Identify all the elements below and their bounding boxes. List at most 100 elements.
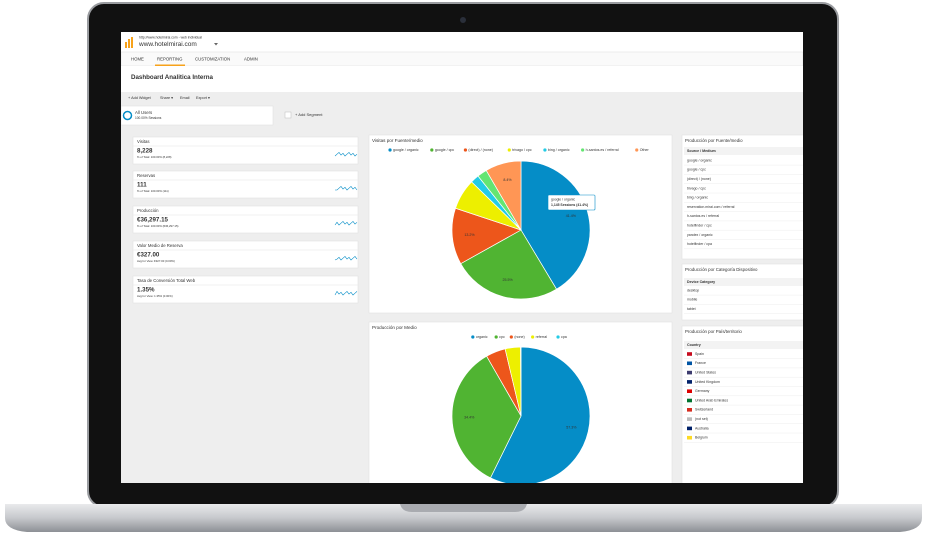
flag-icon [687, 352, 692, 356]
slice-label: 13.2% [464, 233, 475, 237]
segment-sub: 100.00% Sessions [135, 116, 162, 120]
dashboard-title: Dashboard Analitica Interna [131, 74, 214, 81]
legend-label: h-santos.es / referral [586, 148, 619, 152]
pie-slice [485, 160, 522, 232]
legend-label: trivago / cpc [512, 148, 532, 152]
table-cell: hotelfinder / cpa [687, 242, 712, 246]
flag-icon [687, 417, 692, 421]
pie-slice [451, 207, 522, 265]
table-cell: mobile [687, 298, 697, 302]
metric-value: 8,228 [137, 148, 153, 155]
metric-widget [132, 240, 359, 269]
legend-swatch [388, 148, 392, 152]
logo-bar [128, 39, 130, 48]
segment-icon [122, 110, 133, 121]
nav-item[interactable]: HOME [131, 57, 144, 62]
top-header [121, 32, 803, 52]
table-cell: Australia [695, 426, 709, 430]
slice-label: 57.3% [566, 426, 577, 430]
flag-icon [687, 408, 692, 412]
widget-title: Producción por Fuente/medio [685, 138, 743, 143]
flag-icon [687, 435, 692, 440]
nav-item[interactable]: REPORTING [157, 57, 183, 62]
add-segment-box[interactable] [284, 111, 292, 119]
table-cell: France [695, 361, 706, 365]
table-cell: hotelfinder / cpc [687, 224, 712, 228]
table-widget [681, 325, 803, 483]
legend-swatch [507, 148, 511, 152]
table-cell: Belgium [695, 436, 708, 440]
sparkline [334, 220, 358, 226]
metric-sub: % of Total: 100.00% (8,228) [137, 155, 172, 159]
pie-slice [460, 229, 557, 300]
tooltip [547, 194, 596, 211]
table-cell: United Kingdom [695, 380, 720, 384]
tooltip-text: 1,145 Sessions (41.4%) [551, 203, 588, 207]
legend-label: Other [640, 148, 650, 152]
table-cell: yandex / organic [687, 233, 713, 237]
metric-sub: % of Total: 100.00% (111) [137, 189, 169, 193]
legend-swatch [430, 148, 434, 152]
table-header: Device Category [687, 280, 715, 284]
add-segment: + Add Segment [295, 112, 323, 117]
segment-box[interactable] [121, 105, 274, 126]
metric-sub: Avg for View: €327.00 (0.00%) [137, 259, 175, 263]
nav-active-underline [155, 64, 185, 66]
flag-icon [687, 380, 692, 384]
legend-label: (none) [514, 335, 524, 339]
table-cell: United States [695, 371, 716, 375]
metric-value: 1.35% [137, 287, 155, 294]
legend-swatch [543, 148, 547, 152]
legend-swatch [556, 335, 560, 339]
legend-swatch [531, 335, 535, 339]
table-header: Source / Medium [687, 149, 716, 153]
url: http://www.hotelmirai.com - web individu… [139, 35, 202, 39]
metric-title: Valor Medio de Reserva [137, 243, 183, 248]
table-cell: tablet [687, 307, 696, 311]
toolbar-item[interactable]: Share ▾ [160, 96, 173, 100]
metric-value: €327.00 [137, 252, 160, 259]
table-cell: bing / organic [687, 196, 708, 200]
table-cell: google / cpc [687, 168, 706, 172]
toolbar-item[interactable]: Export ▾ [196, 96, 210, 100]
table-cell: reservation.mirai.com / referral [687, 205, 735, 209]
metric-title: Visitas [137, 139, 150, 144]
slice-label: 8.4% [503, 178, 512, 182]
nav-item[interactable]: ADMIN [244, 57, 258, 62]
metric-widget [132, 136, 359, 165]
pie-slice [489, 346, 591, 483]
flag-icon [687, 426, 692, 431]
camera [460, 17, 466, 23]
sparkline [334, 255, 358, 261]
title-area [121, 66, 803, 92]
table-cell: United Arab Emirates [695, 398, 728, 402]
table-widget [681, 263, 803, 321]
metric-title: Producción [137, 208, 159, 213]
logo-bar [125, 42, 127, 48]
table-cell: desktop [687, 288, 699, 292]
table-cell: google / organic [687, 158, 712, 162]
widget-title: Producción por País/territorio [685, 329, 742, 334]
sparkline [335, 185, 358, 191]
slice-label: 25.5% [503, 278, 514, 282]
nav-item[interactable]: CUSTOMIZATION [195, 57, 230, 62]
base-notch [400, 504, 527, 512]
legend-swatch [581, 148, 585, 152]
pie-slice [520, 160, 591, 290]
legend-label: cpc [499, 335, 505, 339]
table-cell: h-santos.es / referral [687, 214, 719, 218]
legend-label: organic [476, 335, 488, 339]
table-cell: (direct) / (none) [687, 177, 711, 181]
metric-title: Reservas [137, 173, 155, 178]
toolbar-item[interactable]: Email [180, 96, 190, 100]
legend-swatch [635, 148, 639, 152]
table-header-bg [684, 278, 803, 286]
widget-title: Producción por Medio [372, 325, 417, 330]
legend-label: google / cpc [435, 148, 455, 152]
legend-swatch [463, 148, 468, 152]
flag-icon [687, 398, 692, 403]
toolbar-item[interactable]: + Add Widget [128, 96, 152, 100]
metric-widget [132, 275, 359, 304]
sparkline [334, 151, 358, 157]
